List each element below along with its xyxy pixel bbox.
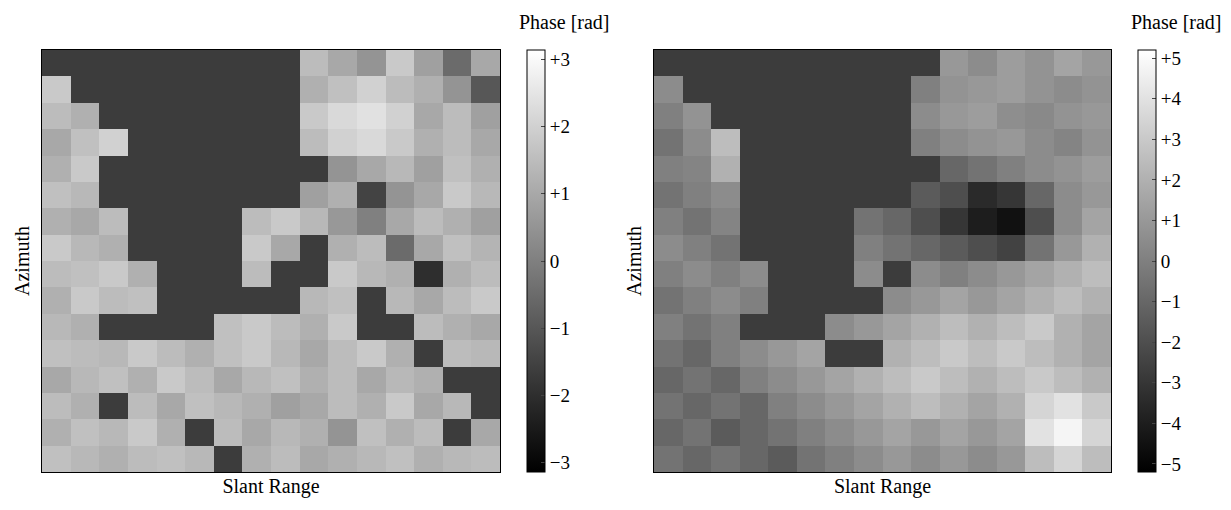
svg-text:+2: +2	[550, 116, 570, 137]
svg-text:0: 0	[550, 251, 560, 272]
svg-text:+3: +3	[550, 49, 570, 70]
svg-text:−1: −1	[550, 318, 570, 339]
svg-text:Azimuth: Azimuth	[623, 226, 645, 296]
svg-text:+5: +5	[1161, 48, 1181, 69]
svg-text:+1: +1	[550, 183, 570, 204]
svg-text:−2: −2	[550, 385, 570, 406]
svg-text:−2: −2	[1161, 332, 1181, 353]
svg-text:−3: −3	[1161, 372, 1181, 393]
svg-text:Phase [rad]: Phase [rad]	[519, 11, 610, 33]
svg-text:+1: +1	[1161, 210, 1181, 231]
svg-text:Azimuth: Azimuth	[11, 226, 33, 296]
svg-text:+4: +4	[1161, 88, 1182, 109]
svg-text:−4: −4	[1161, 413, 1182, 434]
svg-text:0: 0	[1161, 251, 1171, 272]
svg-text:Slant Range: Slant Range	[222, 475, 319, 498]
svg-text:+3: +3	[1161, 129, 1181, 150]
svg-text:−5: −5	[1161, 454, 1181, 475]
svg-text:−3: −3	[550, 452, 570, 473]
svg-text:−1: −1	[1161, 291, 1181, 312]
svg-text:+2: +2	[1161, 170, 1181, 191]
svg-text:Phase [rad]: Phase [rad]	[1131, 11, 1222, 33]
svg-text:Slant Range: Slant Range	[834, 475, 931, 498]
